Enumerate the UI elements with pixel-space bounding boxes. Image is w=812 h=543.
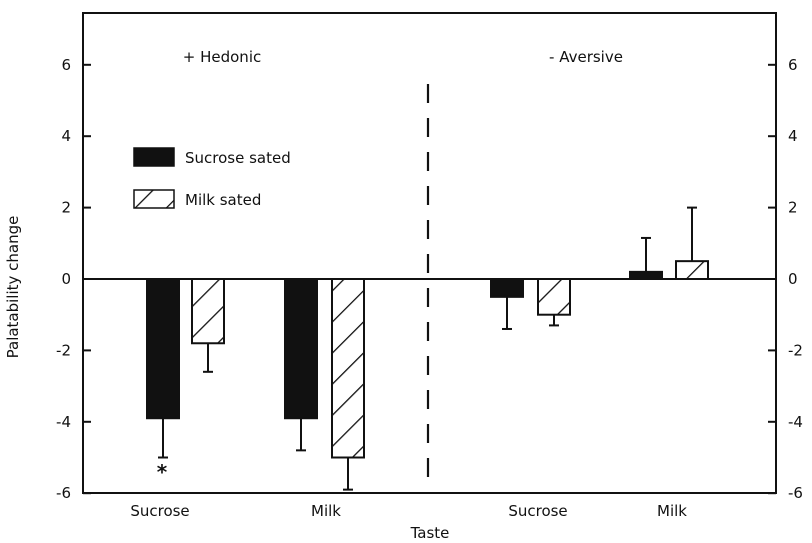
bar-milk-sated [675, 260, 709, 280]
bar-milk-sated [537, 278, 571, 316]
x-category-labels: Sucrose Milk Sucrose Milk [130, 502, 687, 520]
y-tick-label-left: 2 [61, 199, 71, 217]
significance-marker: * [157, 460, 168, 484]
y-axis-title: Palatability change [4, 216, 22, 359]
bar-milk-sated [191, 278, 225, 345]
y-tick-label-left: 4 [61, 127, 71, 145]
y-tick-label-left: -6 [56, 484, 71, 502]
bar-sucrose-sated [629, 270, 663, 280]
y-tick-label-left: 0 [61, 270, 71, 288]
x-category-label: Sucrose [130, 502, 189, 520]
y-tick-label-left: 6 [61, 56, 71, 74]
plot-frame [82, 12, 777, 494]
group-label-hedonic: + Hedonic [183, 48, 261, 66]
y-tick-label-right: 4 [788, 127, 798, 145]
y-tick-label-right: -2 [788, 341, 803, 359]
bar-sucrose-sated [146, 278, 180, 420]
x-axis-title: Taste [410, 524, 450, 542]
legend: Sucrose sated Milk sated [133, 147, 291, 209]
y-tick-label-left: -2 [56, 341, 71, 359]
y-tick-label-right: -4 [788, 413, 803, 431]
legend-label-sucrose-sated: Sucrose sated [185, 149, 291, 167]
bar-sucrose-sated [490, 278, 524, 298]
bar-sucrose-sated [284, 278, 318, 420]
y-tick-label-left: -4 [56, 413, 71, 431]
y-tick-label-right: 6 [788, 56, 798, 74]
y-tick-label-right: 0 [788, 270, 798, 288]
x-category-label: Milk [311, 502, 341, 520]
bar-milk-sated [331, 278, 365, 459]
group-label-aversive: - Aversive [549, 48, 623, 66]
x-category-label: Milk [657, 502, 687, 520]
legend-label-milk-sated: Milk sated [185, 191, 261, 209]
legend-swatch-sucrose-sated [133, 147, 175, 167]
x-category-label: Sucrose [508, 502, 567, 520]
legend-swatch-milk-sated [133, 189, 175, 209]
y-tick-label-right: -6 [788, 484, 803, 502]
y-tick-label-right: 2 [788, 199, 798, 217]
